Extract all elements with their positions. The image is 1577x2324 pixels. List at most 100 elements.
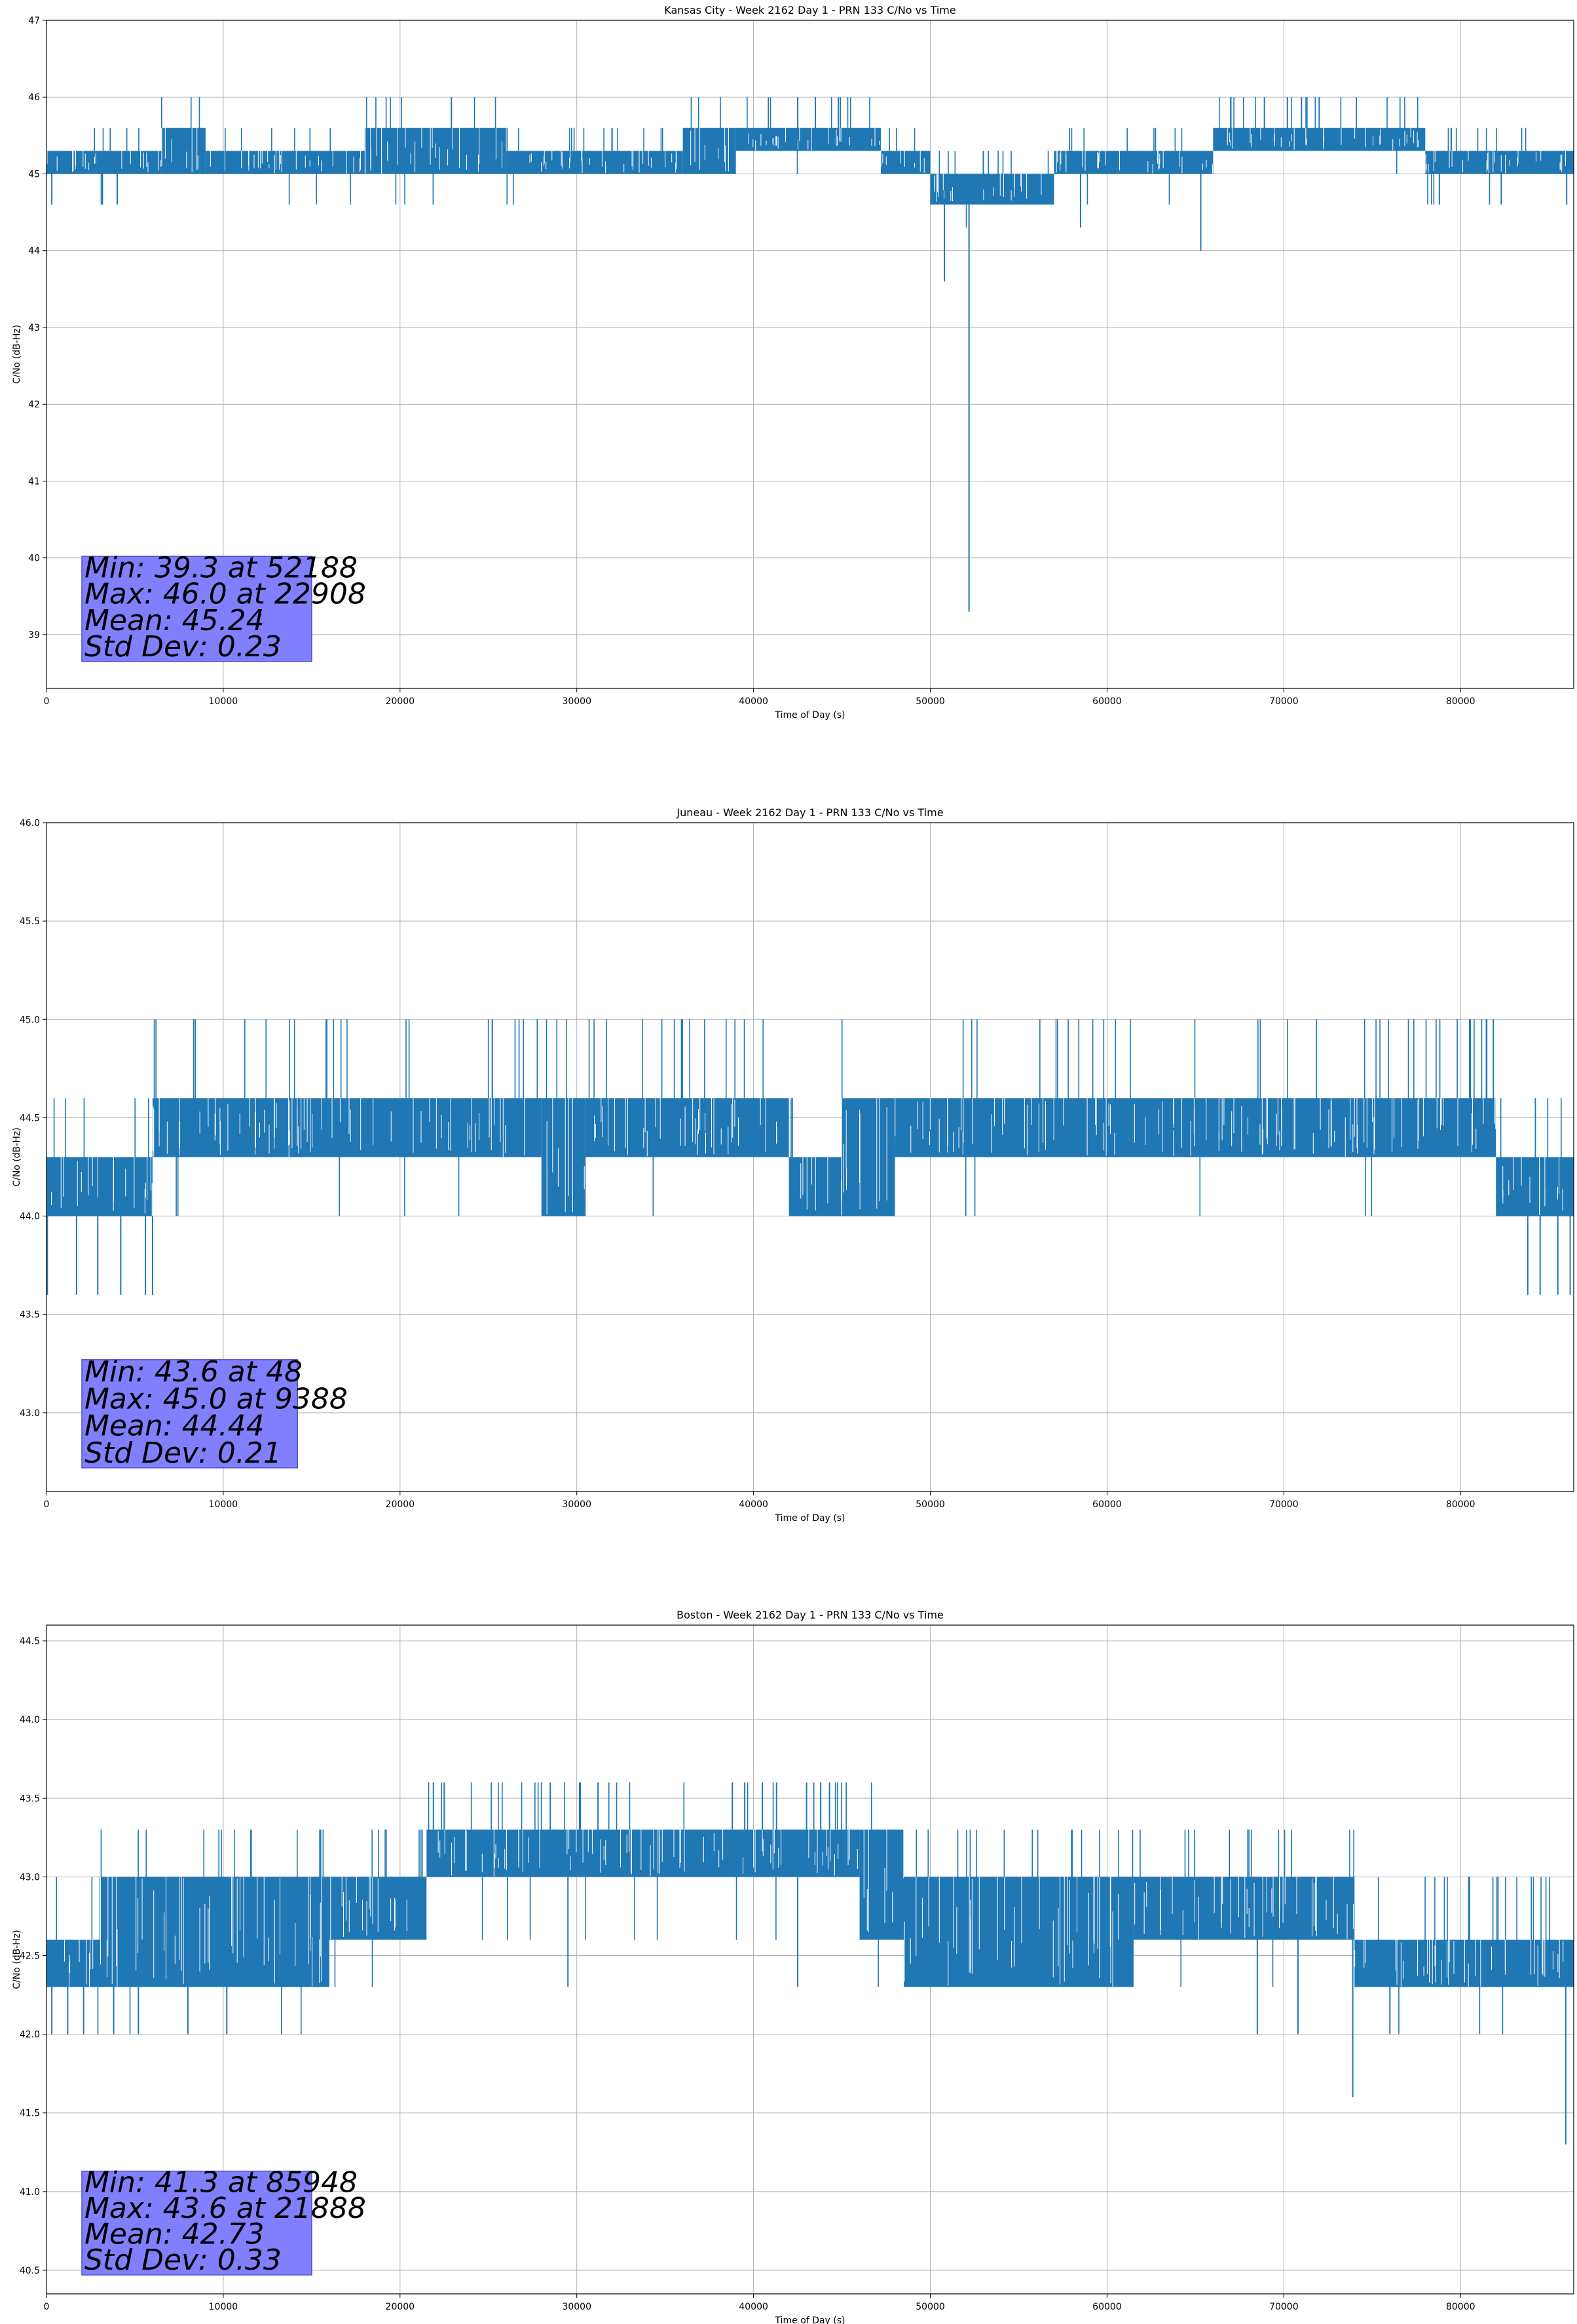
stats-line: Mean: 45.24 [84,604,265,637]
plot-frame [46,822,1574,1492]
data-band [205,151,365,174]
y-axis: 43.0 43.5 44.0 44.5 45.0 45.5 46.0 [20,818,46,1419]
y-tick-label: 45.5 [20,916,40,927]
data-band [161,128,206,174]
y-tick-label: 46.0 [20,818,40,829]
stats-line: Std Dev: 0.33 [84,2243,282,2277]
data-band [859,1829,904,1940]
y-axis: 40.5 41.0 41.5 42.0 42.5 43.0 43.5 44.0 44.5 [20,1636,46,2276]
x-tick-label: 10000 [209,1499,238,1510]
stats-line: Max: 45.0 at 9388 [84,1382,348,1415]
y-tick-label: 45 [28,169,40,179]
x-tick-label: 30000 [562,1499,591,1510]
y-tick-label: 44.0 [20,1715,40,1725]
data-band [1425,151,1574,174]
y-tick-label: 40 [28,553,40,564]
data-band [1213,128,1426,151]
x-tick-label: 60000 [1092,1499,1122,1510]
y-tick-label: 39 [28,630,40,641]
x-tick-label: 60000 [1092,2302,1122,2312]
y-tick-label: 43.0 [20,1872,40,1883]
x-tick-label: 20000 [386,1499,415,1510]
x-tick-label: 50000 [916,1499,945,1510]
y-axis-label: C/No (dB-Hz) [12,325,22,384]
y-tick-label: 42 [28,400,40,410]
stats-line: Mean: 44.44 [84,1410,265,1443]
y-tick-label: 46 [28,92,40,103]
stats-line: Min: 43.6 at 48 [84,1355,303,1389]
stats-line: Std Dev: 0.23 [84,630,282,664]
data-band [930,174,1054,205]
chart-panel-1: 0 10000 20000 30000 40000 50000 60000 70000 8000… [12,4,1574,721]
stats-line: Std Dev: 0.21 [84,1436,282,1470]
x-tick-label: 70000 [1269,696,1299,707]
stats-box [81,2170,312,2276]
x-tick-label: 80000 [1446,696,1475,707]
y-tick-label: 41 [28,476,40,487]
x-tick-label: 70000 [1269,1499,1299,1510]
chart-panel-3: 0 10000 20000 30000 40000 50000 60000 70000 8000… [12,1609,1574,2324]
x-tick-label: 20000 [386,696,415,707]
x-tick-label: 40000 [739,1499,768,1510]
data-band [904,1877,1134,1987]
y-tick-label: 43.5 [20,1310,40,1321]
data-band [585,1098,789,1157]
data-series [46,97,1574,612]
data-band [1496,1157,1574,1216]
x-tick-label: 10000 [209,2302,238,2312]
data-band [426,1829,860,1877]
x-tick-label: 80000 [1446,1499,1475,1510]
data-band [842,1098,895,1216]
y-tick-label: 44.0 [20,1212,40,1222]
x-tick-label: 60000 [1092,696,1122,707]
data-series [46,1782,1574,2145]
x-tick-label: 80000 [1446,2302,1475,2312]
stats-line: Mean: 42.73 [84,2218,265,2251]
data-band [541,1098,586,1216]
y-tick-label: 43.0 [20,1408,40,1419]
chart-panel-2: 0 10000 20000 30000 40000 50000 60000 70000 8000… [12,806,1574,1524]
x-axis: 0 10000 20000 30000 40000 50000 60000 70000 8000… [44,2294,1475,2312]
data-band [46,1157,153,1216]
data-band [1133,1877,1355,1940]
x-tick-label: 30000 [562,696,591,707]
y-tick-label: 41.0 [20,2187,40,2198]
y-axis: 39 40 41 42 43 44 45 46 47 [28,16,46,641]
y-tick-label: 41.5 [20,2108,40,2119]
chart-title: Kansas City - Week 2162 Day 1 - PRN 133 … [664,4,955,16]
x-tick-label: 20000 [386,2302,415,2312]
y-axis-label: C/No (dB-Hz) [12,1930,22,1989]
x-tick-label: 40000 [739,2302,768,2312]
data-band [682,128,736,174]
stats-line: Min: 39.3 at 52188 [84,552,358,585]
x-axis: 0 10000 20000 30000 40000 50000 60000 70000 8000… [44,688,1475,707]
y-tick-label: 47 [28,16,40,26]
y-tick-label: 43.5 [20,1793,40,1804]
data-band [46,1940,100,1987]
stats-box [81,555,312,662]
y-tick-label: 42.5 [20,1951,40,1961]
x-axis-label: Time of Day (s) [775,1513,845,1524]
y-tick-label: 40.5 [20,2266,40,2276]
chart-title: Boston - Week 2162 Day 1 - PRN 133 C/No … [677,1609,944,1621]
y-tick-label: 43 [28,323,40,333]
y-tick-label: 44 [28,246,40,257]
x-tick-label: 40000 [739,696,768,707]
y-tick-label: 44.5 [20,1113,40,1123]
plot-frame [46,1624,1574,2295]
x-tick-label: 0 [44,1499,50,1510]
x-tick-label: 10000 [209,696,238,707]
x-axis: 0 10000 20000 30000 40000 50000 60000 70000 8000… [44,1491,1475,1510]
data-band [46,151,162,174]
x-tick-label: 30000 [562,2302,591,2312]
data-series [46,1019,1574,1295]
y-tick-label: 42.0 [20,2030,40,2040]
y-tick-label: 45.0 [20,1015,40,1025]
x-tick-label: 50000 [916,2302,945,2312]
data-band [1054,151,1214,174]
x-axis-label: Time of Day (s) [775,710,845,721]
